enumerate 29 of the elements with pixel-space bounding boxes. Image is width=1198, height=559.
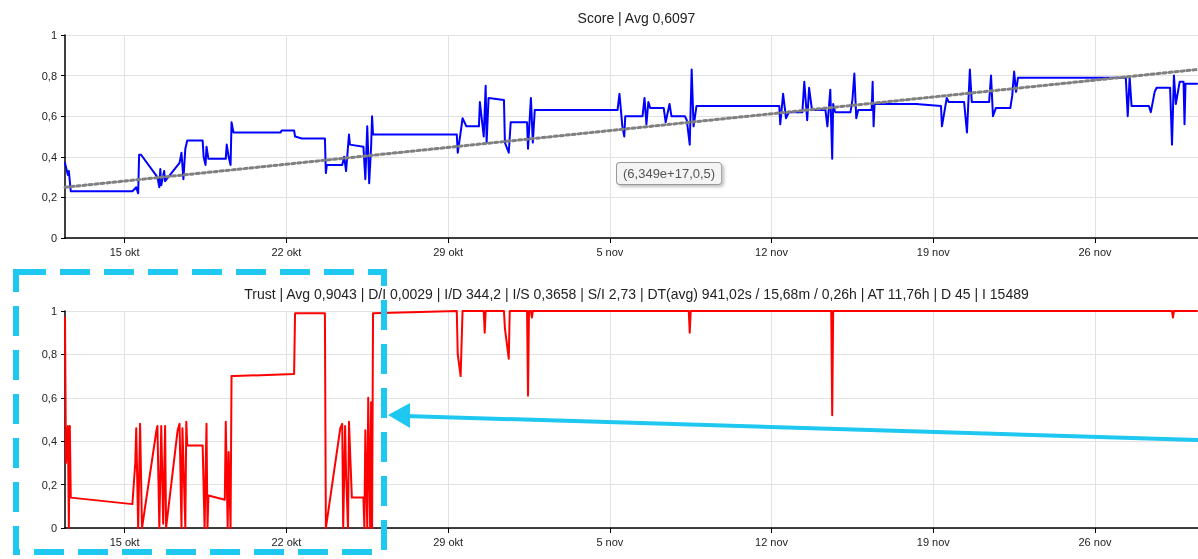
y-tick-label: 0,4 xyxy=(41,435,57,448)
chart-title: Score | Avg 0,6097 xyxy=(577,10,696,26)
x-tick-label: 12 nov xyxy=(755,245,789,258)
y-tick-label: 0,8 xyxy=(41,348,57,361)
y-tick-label: 1 xyxy=(50,305,57,317)
x-tick-label: 26 nov xyxy=(1078,245,1113,258)
y-tick-label: 0,2 xyxy=(41,478,57,491)
y-tick-label: 0 xyxy=(50,232,57,244)
y-tick-label: 0 xyxy=(50,522,57,534)
x-tick-label: 5 nov xyxy=(596,535,624,548)
x-tick-label: 12 nov xyxy=(755,535,789,548)
x-tick-label: 29 okt xyxy=(433,245,464,258)
x-tick-label: 26 nov xyxy=(1078,535,1113,548)
y-tick-label: 0,4 xyxy=(41,150,57,163)
y-tick-label: 0,6 xyxy=(41,110,57,123)
y-tick-label: 0,8 xyxy=(41,69,57,82)
x-tick-label: 22 okt xyxy=(271,245,302,258)
annotation: (6,349e+17,0,5) xyxy=(623,166,716,181)
x-tick-label: 19 nov xyxy=(916,535,951,548)
x-tick-label: 29 okt xyxy=(433,535,464,548)
x-tick-label: 22 okt xyxy=(271,535,302,548)
y-tick-label: 0,6 xyxy=(41,391,57,404)
x-tick-label: 19 nov xyxy=(916,245,951,258)
x-tick-label: 15 okt xyxy=(109,535,140,548)
chart-title: Trust | Avg 0,9043 | D/I 0,0029 | I/D 344,2 | I/S 0,3658 | S/I 2,73 | DT(avg) 941,02s / 15,68m / 0,26h | AT 11,76h | D 45 | I 15489 xyxy=(244,286,1029,302)
y-tick-label: 0,2 xyxy=(41,191,57,204)
x-tick-label: 5 nov xyxy=(596,245,624,258)
x-tick-label: 15 okt xyxy=(109,245,140,258)
y-tick-label: 1 xyxy=(50,29,57,41)
